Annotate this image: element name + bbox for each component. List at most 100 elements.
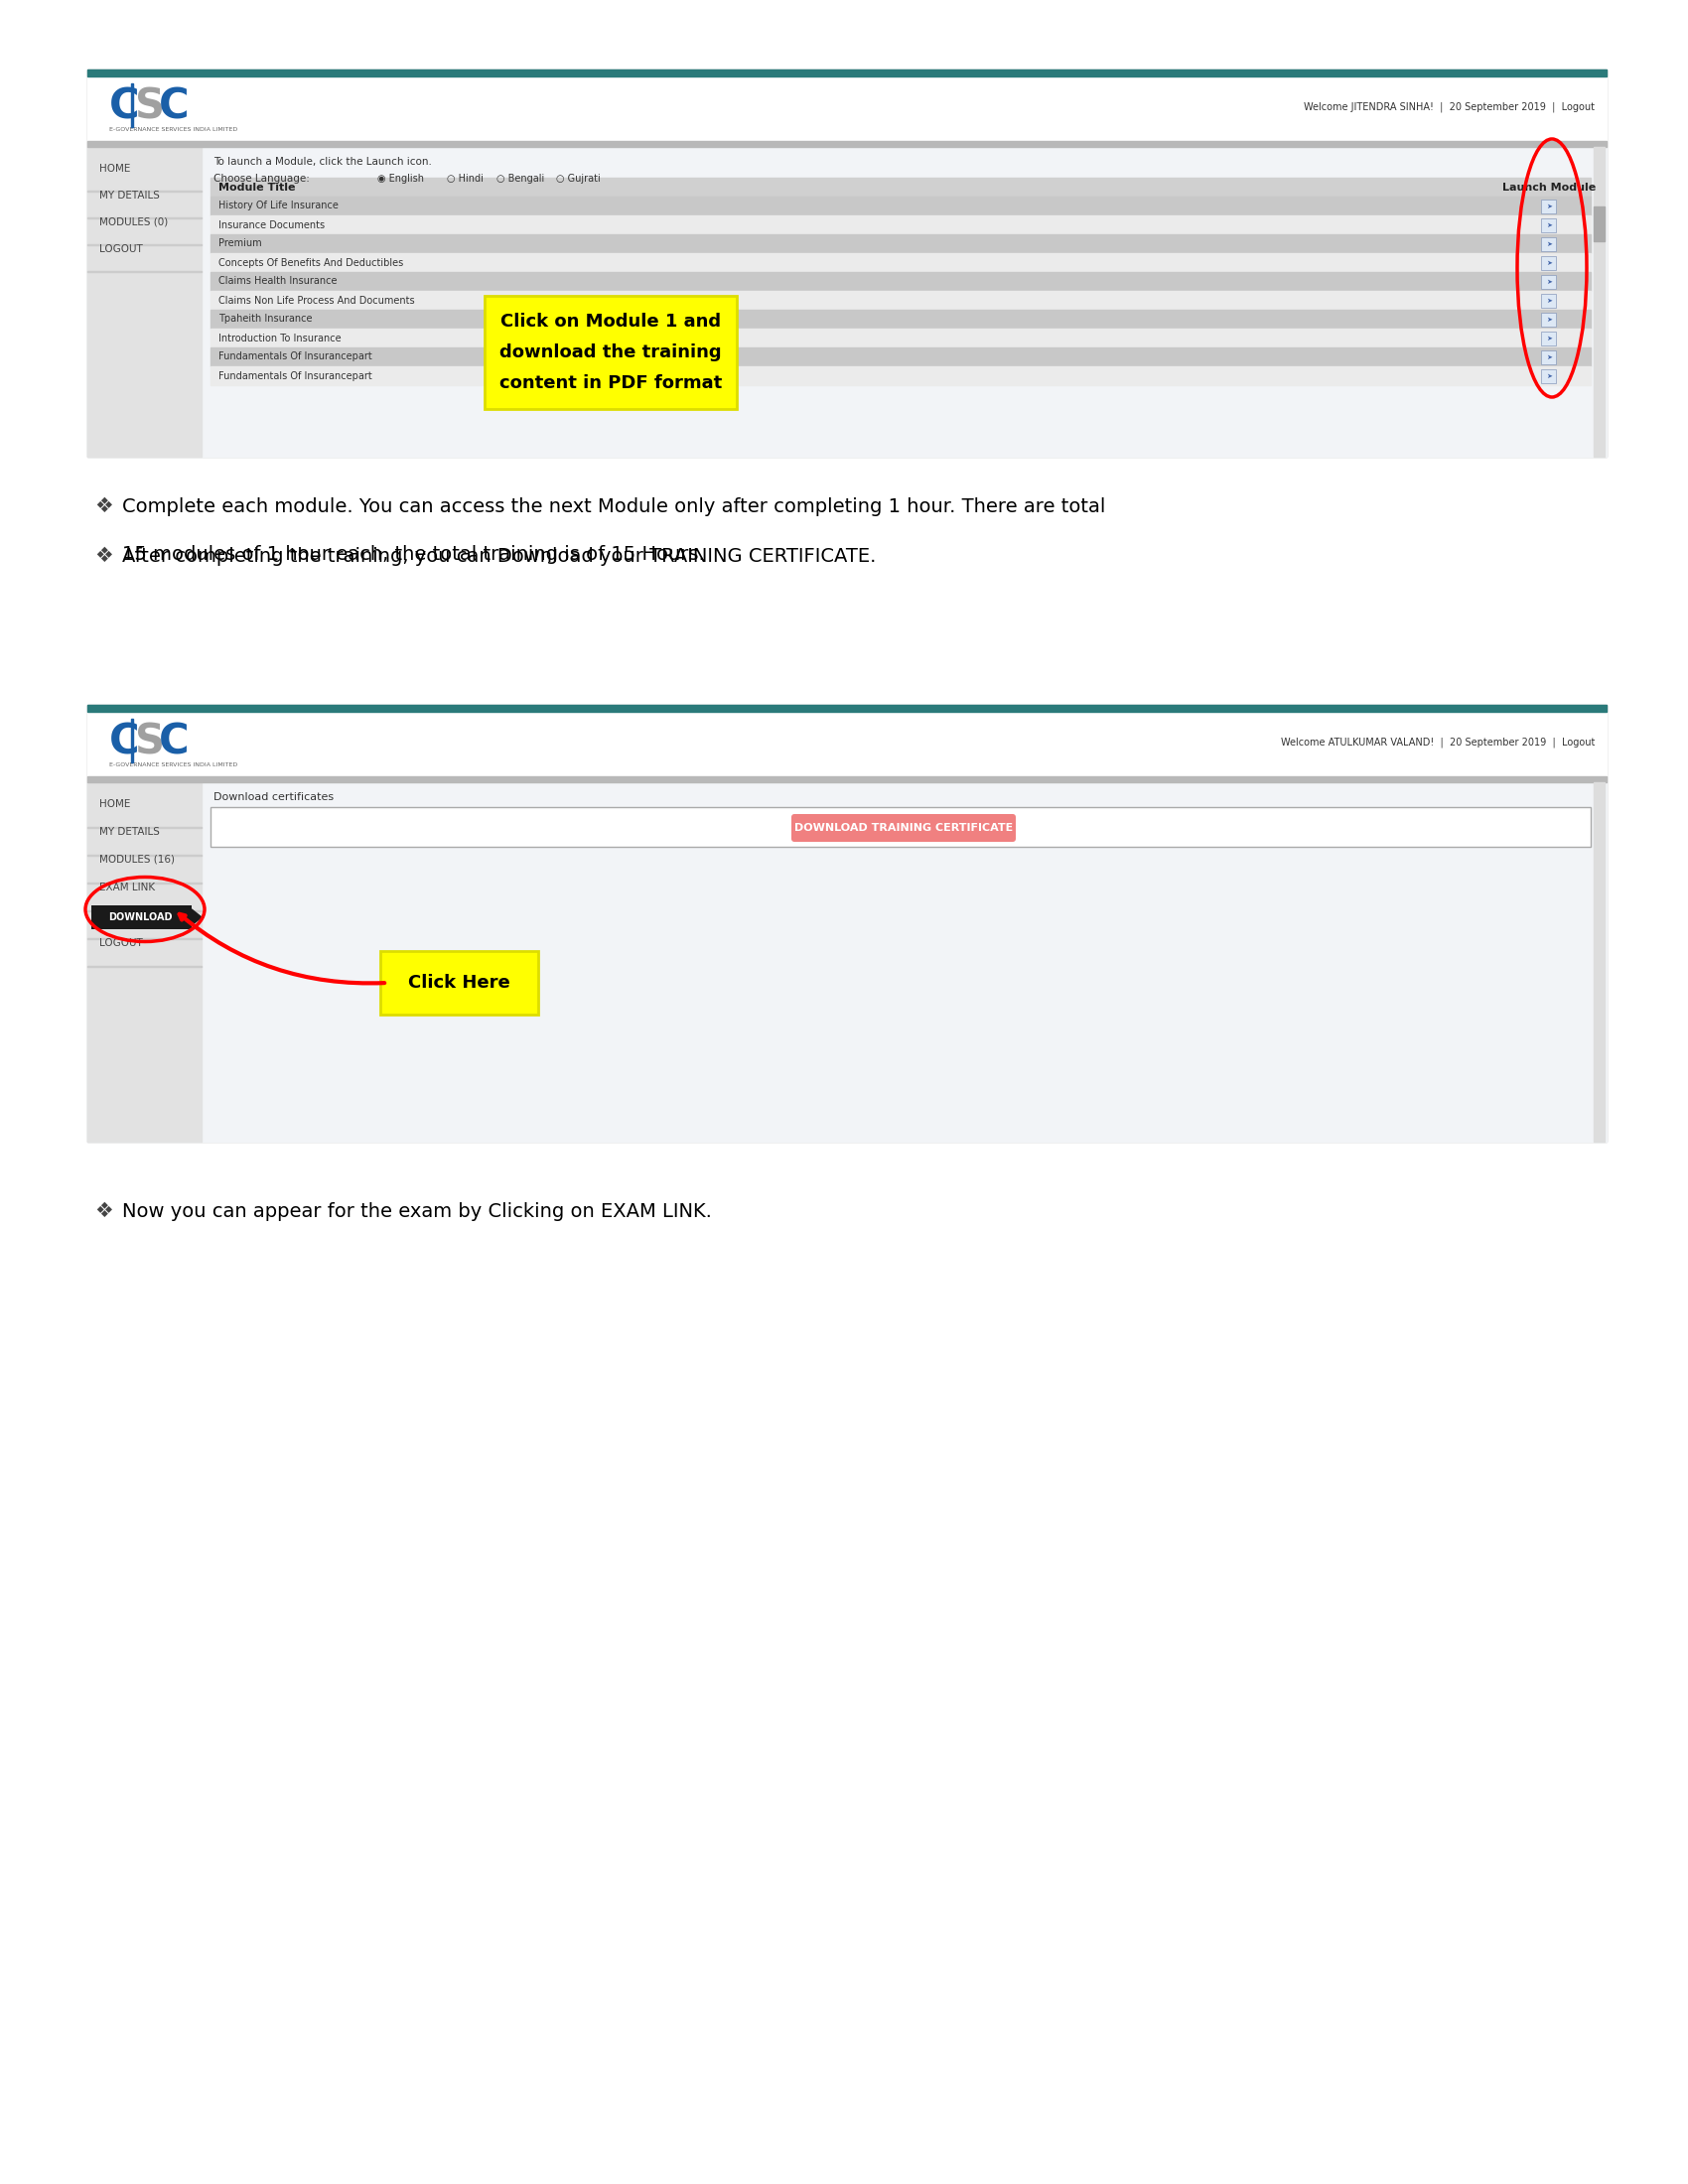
Bar — [88, 782, 1607, 1142]
Text: Launch Module: Launch Module — [1502, 181, 1595, 192]
Text: Introduction To Insurance: Introduction To Insurance — [218, 332, 341, 343]
Text: ➤: ➤ — [1546, 203, 1551, 210]
Bar — [132, 719, 133, 762]
FancyBboxPatch shape — [91, 906, 192, 928]
Text: S: S — [135, 721, 165, 764]
Bar — [211, 253, 1590, 273]
Text: Premium: Premium — [218, 238, 262, 249]
Text: ➤: ➤ — [1546, 277, 1551, 284]
Text: MODULES (16): MODULES (16) — [100, 854, 176, 865]
Bar — [88, 782, 201, 1142]
Bar — [88, 146, 1607, 456]
Text: C: C — [110, 87, 140, 129]
Text: Claims Non Life Process And Documents: Claims Non Life Process And Documents — [218, 295, 415, 306]
FancyBboxPatch shape — [1541, 218, 1556, 232]
Text: Tpaheith Insurance: Tpaheith Insurance — [218, 314, 312, 323]
FancyBboxPatch shape — [1541, 312, 1556, 325]
Text: ➤: ➤ — [1546, 334, 1551, 341]
FancyBboxPatch shape — [484, 295, 736, 408]
FancyBboxPatch shape — [380, 950, 538, 1016]
Text: ➤: ➤ — [1546, 297, 1551, 304]
Text: ➤: ➤ — [1546, 260, 1551, 266]
FancyBboxPatch shape — [1541, 349, 1556, 365]
Text: MY DETAILS: MY DETAILS — [100, 190, 160, 201]
FancyBboxPatch shape — [1541, 256, 1556, 269]
Bar — [211, 216, 1590, 234]
FancyBboxPatch shape — [1541, 236, 1556, 251]
Text: ➤: ➤ — [1546, 223, 1551, 227]
Text: LOGOUT: LOGOUT — [100, 245, 143, 253]
Bar — [211, 290, 1590, 310]
FancyBboxPatch shape — [1541, 293, 1556, 308]
FancyBboxPatch shape — [1541, 369, 1556, 382]
Text: Concepts Of Benefits And Deductibles: Concepts Of Benefits And Deductibles — [218, 258, 403, 269]
Text: ❖: ❖ — [95, 496, 113, 515]
Bar — [1593, 146, 1605, 456]
Text: LOGOUT: LOGOUT — [100, 939, 143, 948]
Bar — [88, 76, 1607, 142]
FancyBboxPatch shape — [88, 705, 1607, 1142]
Text: DOWNLOAD TRAINING CERTIFICATE: DOWNLOAD TRAINING CERTIFICATE — [795, 823, 1013, 832]
FancyBboxPatch shape — [211, 808, 1590, 847]
Bar — [88, 142, 1607, 146]
Text: Welcome ATULKUMAR VALAND!  |  20 September 2019  |  Logout: Welcome ATULKUMAR VALAND! | 20 September… — [1281, 738, 1595, 747]
Text: Fundamentals Of Insurancepart: Fundamentals Of Insurancepart — [218, 352, 371, 363]
Text: E-GOVERNANCE SERVICES INDIA LIMITED: E-GOVERNANCE SERVICES INDIA LIMITED — [110, 127, 238, 131]
Text: E-GOVERNANCE SERVICES INDIA LIMITED: E-GOVERNANCE SERVICES INDIA LIMITED — [110, 762, 238, 767]
Text: Now you can appear for the exam by Clicking on EXAM LINK.: Now you can appear for the exam by Click… — [122, 1201, 712, 1221]
Text: Module Title: Module Title — [218, 181, 295, 192]
Text: Download certificates: Download certificates — [213, 793, 334, 802]
Text: Complete each module. You can access the next Module only after completing 1 hou: Complete each module. You can access the… — [122, 498, 1106, 515]
Text: 15 modules of 1 hour each, the total training is of 15 Hours.: 15 modules of 1 hour each, the total tra… — [122, 544, 706, 563]
Text: HOME: HOME — [100, 799, 130, 808]
Text: Click Here: Click Here — [408, 974, 510, 992]
Bar — [1593, 782, 1605, 1142]
Text: To launch a Module, click the Launch icon.: To launch a Module, click the Launch ico… — [213, 157, 432, 166]
Bar — [211, 177, 1590, 197]
Bar — [211, 367, 1590, 384]
Text: Welcome JITENDRA SINHA!  |  20 September 2019  |  Logout: Welcome JITENDRA SINHA! | 20 September 2… — [1303, 103, 1595, 111]
Text: HOME: HOME — [100, 164, 130, 175]
Text: MY DETAILS: MY DETAILS — [100, 828, 160, 836]
Text: ➤: ➤ — [1546, 317, 1551, 321]
Text: C: C — [159, 87, 189, 129]
Text: Choose Language:: Choose Language: — [213, 175, 312, 183]
Text: C: C — [110, 721, 140, 764]
FancyBboxPatch shape — [1541, 275, 1556, 288]
FancyBboxPatch shape — [88, 70, 1607, 456]
Text: ◉ English: ◉ English — [378, 175, 424, 183]
Bar — [211, 197, 1590, 216]
FancyBboxPatch shape — [792, 815, 1016, 841]
Text: ➤: ➤ — [1546, 240, 1551, 247]
Bar — [88, 775, 1607, 782]
Text: ❖: ❖ — [95, 1201, 113, 1221]
Bar — [211, 234, 1590, 253]
Text: ➤: ➤ — [1546, 373, 1551, 378]
Text: After completing the training, you can Download your TRAINING CERTIFICATE.: After completing the training, you can D… — [122, 546, 876, 566]
Bar — [211, 273, 1590, 290]
Bar — [211, 328, 1590, 347]
Text: ❖: ❖ — [95, 546, 113, 566]
Polygon shape — [192, 909, 201, 926]
Text: DOWNLOAD: DOWNLOAD — [108, 913, 172, 922]
Bar — [132, 83, 133, 127]
Bar — [1593, 207, 1605, 240]
Bar — [88, 712, 1607, 775]
Text: ○ Bengali: ○ Bengali — [496, 175, 544, 183]
FancyBboxPatch shape — [1541, 199, 1556, 214]
Bar — [211, 310, 1590, 328]
Bar — [88, 146, 201, 456]
Text: ➤: ➤ — [1546, 354, 1551, 360]
Text: S: S — [135, 87, 165, 129]
Bar — [88, 70, 1607, 76]
Text: ○ Hindi: ○ Hindi — [447, 175, 483, 183]
Text: ○ Gujrati: ○ Gujrati — [555, 175, 601, 183]
FancyBboxPatch shape — [1541, 332, 1556, 345]
Bar — [211, 347, 1590, 367]
Text: History Of Life Insurance: History Of Life Insurance — [218, 201, 339, 212]
Text: Fundamentals Of Insurancepart: Fundamentals Of Insurancepart — [218, 371, 371, 380]
Text: Click on Module 1 and
download the training
content in PDF format: Click on Module 1 and download the train… — [500, 312, 722, 391]
Text: C: C — [159, 721, 189, 764]
Text: Claims Health Insurance: Claims Health Insurance — [218, 277, 338, 286]
Text: MODULES (0): MODULES (0) — [100, 218, 169, 227]
